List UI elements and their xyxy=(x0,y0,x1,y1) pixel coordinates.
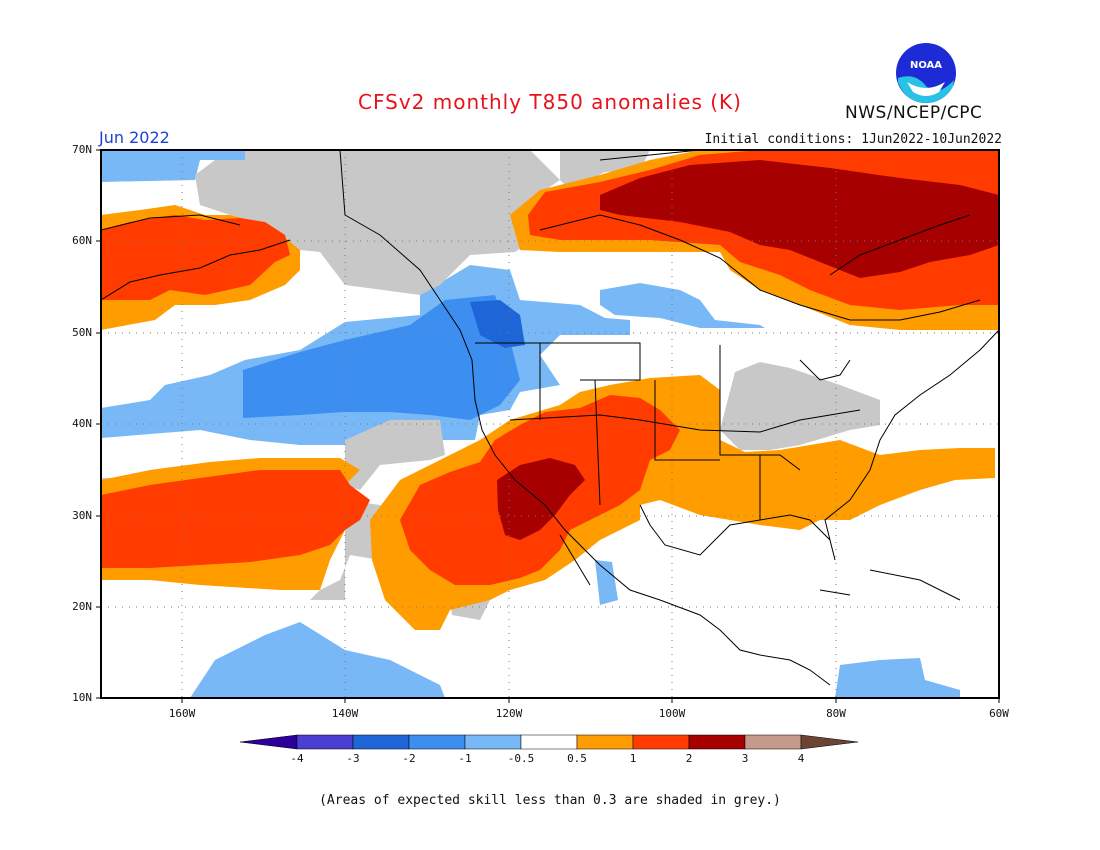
agency-label: NWS/NCEP/CPC xyxy=(845,103,983,123)
colorbar-label: 3 xyxy=(741,752,749,765)
colorbar-swatch xyxy=(239,734,298,750)
negative-anomaly-regions xyxy=(101,150,960,698)
lat-label: 70N xyxy=(72,143,92,156)
axis-ticks xyxy=(96,149,1000,703)
lat-label: 50N xyxy=(72,326,92,339)
lat-label: 20N xyxy=(72,600,92,613)
lon-label: 60W xyxy=(989,707,1009,720)
colorbar-swatch xyxy=(800,734,859,750)
period-label: Jun 2022 xyxy=(99,128,170,147)
colorbar xyxy=(239,734,859,750)
lon-label: 160W xyxy=(168,707,196,720)
colorbar-swatch xyxy=(632,734,690,750)
colorbar-swatch xyxy=(744,734,802,750)
lat-label: 30N xyxy=(72,509,92,522)
colorbar-label: -0.5 xyxy=(507,752,535,765)
lon-label: 140W xyxy=(331,707,359,720)
anomaly-2-3-regions xyxy=(497,160,999,540)
colorbar-swatch xyxy=(352,734,410,750)
colorbar-label: 2 xyxy=(685,752,693,765)
colorbar-swatch xyxy=(520,734,578,750)
colorbar-label: 0.5 xyxy=(567,752,587,765)
lon-label: 100W xyxy=(658,707,686,720)
svg-text:NOAA: NOAA xyxy=(910,60,942,71)
colorbar-label: -1 xyxy=(458,752,472,765)
lon-label: 120W xyxy=(495,707,523,720)
lon-label: 80W xyxy=(826,707,846,720)
initial-conditions-label: Initial conditions: 1Jun2022-10Jun2022 xyxy=(704,132,1002,147)
colorbar-label: 4 xyxy=(797,752,805,765)
colorbar-label: -3 xyxy=(346,752,360,765)
lat-label: 40N xyxy=(72,417,92,430)
colorbar-swatch xyxy=(576,734,634,750)
colorbar-label: 1 xyxy=(629,752,637,765)
lat-label: 10N xyxy=(72,691,92,704)
lat-lon-grid xyxy=(101,150,999,698)
colorbar-swatch xyxy=(296,734,354,750)
colorbar-swatch xyxy=(464,734,522,750)
coastlines xyxy=(101,150,999,686)
noaa-logo-icon: NOAA xyxy=(896,43,956,103)
colorbar-swatch xyxy=(688,734,746,750)
skill-note: (Areas of expected skill less than 0.3 a… xyxy=(319,793,781,808)
colorbar-label: -4 xyxy=(290,752,304,765)
map-title: CFSv2 monthly T850 anomalies (K) xyxy=(358,90,742,114)
colorbar-label: -2 xyxy=(402,752,416,765)
anomaly-fields xyxy=(101,150,999,698)
lat-label: 60N xyxy=(72,234,92,247)
colorbar-swatch xyxy=(408,734,466,750)
